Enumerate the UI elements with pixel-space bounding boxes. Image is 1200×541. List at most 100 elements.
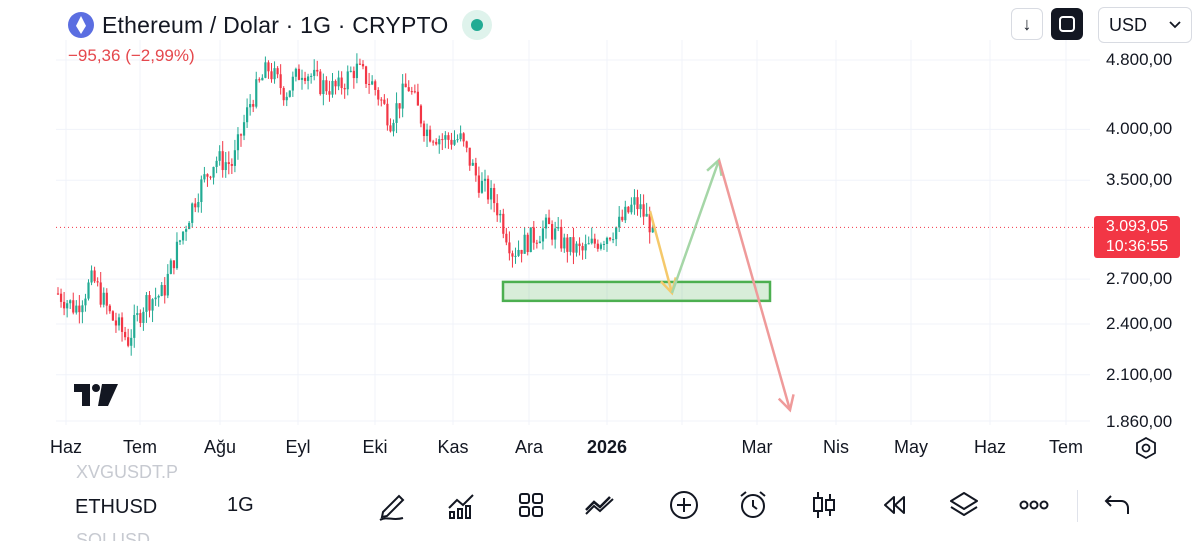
candle-body — [358, 63, 362, 65]
candle-body — [612, 239, 615, 241]
price-chart[interactable] — [0, 0, 1200, 465]
candle-body — [200, 179, 203, 203]
candle-body — [264, 62, 267, 78]
candle-body — [111, 311, 114, 321]
candle-body — [215, 160, 218, 167]
candle-body — [505, 233, 508, 243]
candle-body — [593, 238, 596, 244]
candle-body — [355, 63, 358, 79]
undo-icon[interactable] — [1101, 488, 1135, 522]
candle-body — [459, 133, 462, 140]
chevron-down-icon — [1169, 21, 1181, 29]
forecast-arrow-line — [670, 159, 721, 294]
candle-body — [581, 246, 584, 251]
alarm-icon[interactable] — [736, 488, 770, 522]
candle-body — [486, 178, 490, 200]
candle-body — [413, 91, 416, 93]
price-label: 4.000,00 — [1106, 119, 1173, 138]
indicators-icon[interactable] — [444, 488, 478, 522]
symbol-list-item[interactable]: XVGUSDT.P — [76, 462, 179, 482]
candle-body — [435, 141, 438, 145]
chart-header: Ethereum / Dolar · 1G · CRYPTO — [68, 10, 493, 40]
chart-title[interactable]: Ethereum / Dolar · 1G · CRYPTO — [102, 11, 449, 38]
candle-body — [544, 217, 548, 229]
candle-body — [599, 244, 602, 249]
candle-body — [529, 227, 532, 253]
current-price-tag[interactable]: 3.093,05 10:36:55 — [1094, 216, 1180, 258]
candle-body — [642, 204, 645, 217]
candle-body — [535, 242, 538, 244]
support-zone — [501, 280, 772, 303]
market-status-icon[interactable] — [462, 10, 493, 40]
candle-body — [313, 69, 316, 76]
candle-body — [575, 243, 578, 253]
templates-icon[interactable] — [514, 488, 548, 522]
candle-body — [120, 317, 124, 332]
candle-body — [285, 96, 288, 101]
time-label: Haz — [973, 437, 1007, 457]
scroll-to-latest-button[interactable]: ↓ — [1011, 8, 1043, 40]
symbol-selector[interactable]: ETHUSD — [75, 496, 158, 518]
candle-body — [630, 204, 633, 213]
candle-body — [453, 139, 456, 145]
candle-body — [218, 151, 221, 161]
candle-body — [569, 237, 572, 252]
candle-body — [471, 162, 474, 166]
fullscreen-icon — [1059, 16, 1075, 32]
candle-body — [69, 300, 72, 304]
candle-body — [465, 141, 468, 148]
chart-area[interactable]: Ethereum / Dolar · 1G · CRYPTO −95,36 (−… — [0, 0, 1200, 465]
candle-body — [303, 77, 307, 81]
candle-body — [56, 293, 60, 295]
bottom-toolbar: XVGUSDT.P SOLUSD — [0, 462, 1200, 541]
candle-body — [541, 228, 545, 242]
candle-body — [615, 227, 618, 240]
bar-countdown: 10:36:55 — [1105, 238, 1169, 255]
fullscreen-button[interactable] — [1051, 8, 1083, 40]
candle-body — [377, 89, 380, 100]
candle-body — [59, 293, 63, 302]
candle-body — [310, 75, 313, 77]
more-icon[interactable] — [1017, 488, 1051, 522]
candle-body — [261, 77, 264, 81]
time-label: Mar — [741, 437, 773, 457]
pen-icon[interactable] — [375, 488, 409, 522]
price-change: −95,36 (−2,99%) — [68, 46, 195, 65]
ethereum-logo-icon — [68, 12, 94, 38]
candle-body — [142, 311, 145, 323]
candle-body — [124, 331, 127, 338]
candle-body — [605, 237, 609, 244]
candle-body — [425, 129, 429, 137]
currency-select[interactable]: USD — [1098, 7, 1192, 43]
candle-body — [337, 77, 340, 87]
chart-settings-icon[interactable] — [1134, 436, 1158, 460]
candle-body — [493, 187, 496, 204]
candle-body — [429, 129, 432, 142]
candle-body — [398, 103, 401, 109]
forecast-arrow-head — [777, 394, 795, 413]
layers-icon[interactable] — [947, 488, 981, 522]
candle-body — [102, 292, 105, 305]
candle-body — [404, 83, 407, 88]
time-label: Nis — [823, 437, 849, 457]
candle-body — [267, 62, 270, 72]
candle-body — [538, 241, 541, 244]
toolbar-divider — [1077, 490, 1078, 522]
candle-body — [627, 206, 630, 213]
replay-icon[interactable] — [877, 488, 911, 522]
candle-body — [276, 68, 279, 75]
add-icon[interactable] — [667, 488, 701, 522]
currency-value: USD — [1109, 14, 1148, 35]
candle-body — [456, 139, 459, 141]
timeframe-selector[interactable]: 1G — [227, 494, 254, 516]
candle-body — [480, 180, 484, 193]
symbol-list-item[interactable]: SOLUSD — [76, 530, 151, 541]
candle-body — [392, 122, 395, 132]
chart-type-icon[interactable] — [583, 488, 617, 522]
candle-body — [444, 135, 447, 140]
candle-body — [407, 87, 410, 92]
candle-body — [230, 164, 233, 166]
candle-body — [499, 213, 502, 216]
candle-body — [648, 213, 651, 233]
candles-icon[interactable] — [807, 488, 841, 522]
